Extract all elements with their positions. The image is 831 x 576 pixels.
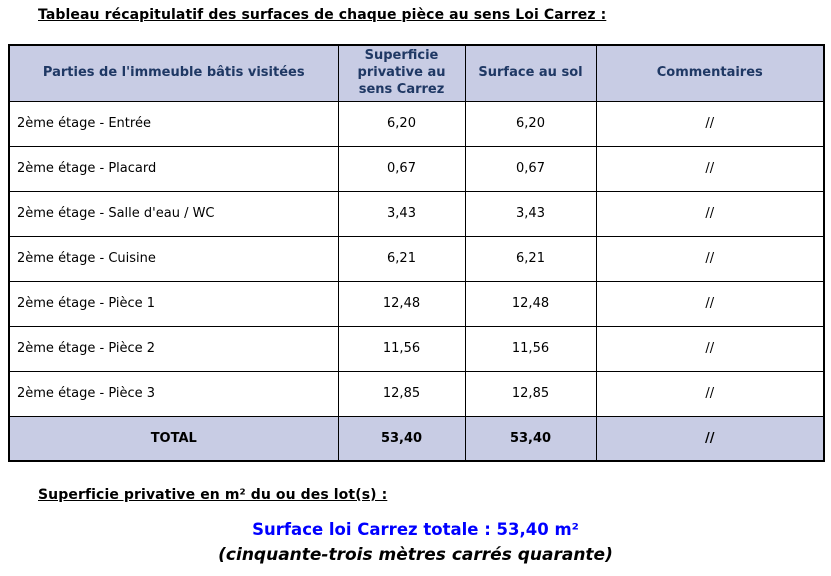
cell-comment: // <box>595 370 825 417</box>
cell-floor: 11,56 <box>464 325 597 372</box>
cell-floor: 3,43 <box>464 190 597 237</box>
header-surface-sol: Surface au sol <box>464 44 597 102</box>
cell-part: 2ème étage - Pièce 2 <box>8 325 339 372</box>
table-body: 2ème étage - Entrée 6,20 6,20//2ème étage … <box>8 100 825 417</box>
cell-part: 2ème étage - Pièce 1 <box>8 280 339 327</box>
header-superficie-carrez: Superficie privative au sens Carrez <box>337 44 466 102</box>
table-row: 2ème étage - Pièce 1 12,48 12,48// <box>8 280 825 327</box>
header-commentaires: Commentaires <box>595 44 825 102</box>
cell-part: 2ème étage - Placard <box>8 145 339 192</box>
surface-carrez-totale-line: Surface loi Carrez totale : 53,40 m² <box>252 520 579 539</box>
table-row: 2ème étage - Pièce 3 12,85 12,85// <box>8 370 825 417</box>
cell-comment: // <box>595 190 825 237</box>
total-floor-value: 53,40 <box>464 415 597 462</box>
cell-carrez: 11,56 <box>337 325 466 372</box>
cell-floor: 6,20 <box>464 100 597 147</box>
table-row: 2ème étage - Pièce 2 11,56 11,56// <box>8 325 825 372</box>
table-row: 2ème étage - Entrée 6,20 6,20// <box>8 100 825 147</box>
cell-carrez: 6,20 <box>337 100 466 147</box>
superficie-privative-heading: Superficie privative en m² du ou des lot… <box>38 487 388 503</box>
cell-part: 2ème étage - Cuisine <box>8 235 339 282</box>
cell-part: 2ème étage - Entrée <box>8 100 339 147</box>
cell-carrez: 12,85 <box>337 370 466 417</box>
table-row: 2ème étage - Placard 0,67 0,67// <box>8 145 825 192</box>
total-label: TOTAL <box>8 415 339 462</box>
cell-comment: // <box>595 280 825 327</box>
total-comment: // <box>595 415 825 462</box>
table-row: 2ème étage - Cuisine 6,21 6,21// <box>8 235 825 282</box>
cell-floor: 6,21 <box>464 235 597 282</box>
cell-carrez: 12,48 <box>337 280 466 327</box>
cell-floor: 12,85 <box>464 370 597 417</box>
document-title: Tableau récapitulatif des surfaces de ch… <box>38 7 607 23</box>
cell-floor: 12,48 <box>464 280 597 327</box>
cell-floor: 0,67 <box>464 145 597 192</box>
surface-totale-words-line: (cinquante-trois mètres carrés quarante) <box>218 545 613 565</box>
surfaces-table: Parties de l'immeuble bâtis visitées Sup… <box>8 44 825 463</box>
table-header-row: Parties de l'immeuble bâtis visitées Sup… <box>8 44 825 102</box>
cell-part: 2ème étage - Salle d'eau / WC <box>8 190 339 237</box>
total-carrez-value: 53,40 <box>337 415 466 462</box>
cell-comment: // <box>595 325 825 372</box>
cell-part: 2ème étage - Pièce 3 <box>8 370 339 417</box>
header-parties-immeuble: Parties de l'immeuble bâtis visitées <box>8 44 339 102</box>
cell-comment: // <box>595 100 825 147</box>
cell-carrez: 3,43 <box>337 190 466 237</box>
table-total-row: TOTAL 53,40 53,40 // <box>8 415 825 462</box>
cell-comment: // <box>595 235 825 282</box>
cell-carrez: 0,67 <box>337 145 466 192</box>
cell-comment: // <box>595 145 825 192</box>
table-row: 2ème étage - Salle d'eau / WC 3,43 3,43// <box>8 190 825 237</box>
cell-carrez: 6,21 <box>337 235 466 282</box>
